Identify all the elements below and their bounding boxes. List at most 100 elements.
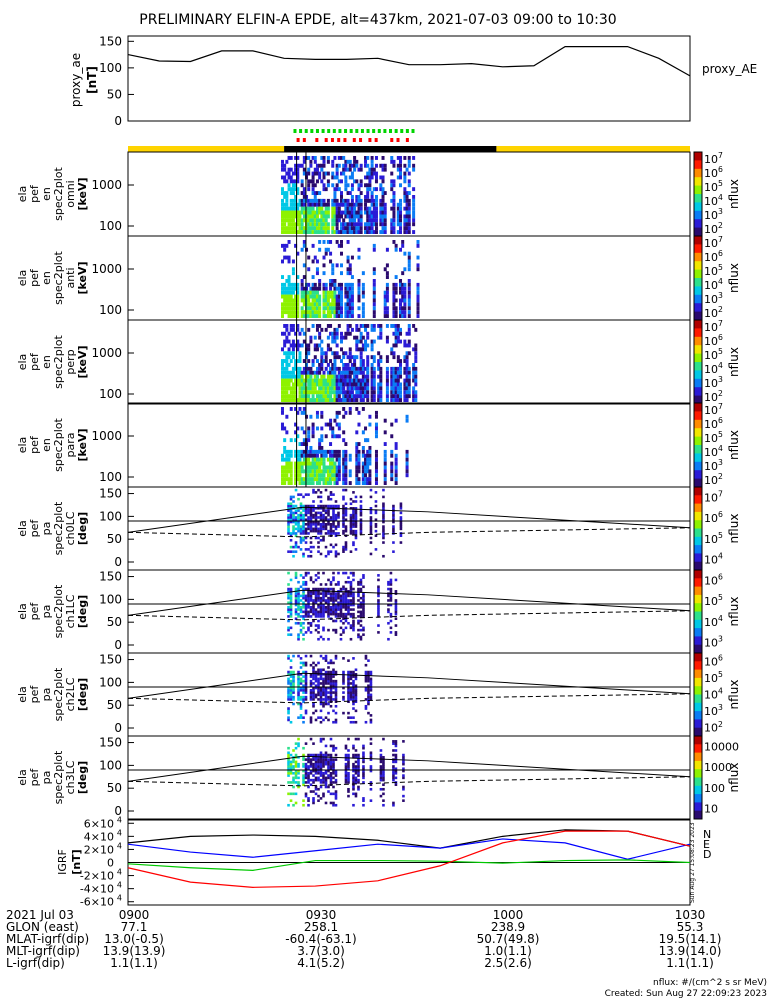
energy-cell (399, 218, 403, 223)
pitch-cell (322, 689, 325, 692)
energy-cell (318, 378, 322, 383)
pitch-cell (369, 520, 373, 524)
pitch-cell (334, 790, 338, 793)
pitch-cell (362, 615, 365, 618)
energy-cell (353, 366, 357, 371)
energy-cell (315, 382, 319, 387)
pitch-cell (334, 698, 338, 701)
energy-cell (366, 465, 370, 470)
energy-cell (346, 310, 350, 315)
energy-cell (280, 477, 284, 482)
energy-cell (344, 230, 348, 234)
energy-cell (324, 481, 328, 485)
pitch-cell (369, 714, 373, 717)
pitch-cell (382, 502, 385, 506)
energy-panel-3-colorbar-cell (694, 482, 702, 486)
pitch-panel-3-colorbar-cell (694, 789, 702, 793)
pitch-cell (317, 689, 320, 692)
energy-cell (318, 390, 322, 395)
energy-panel-3-colorbar-cell (694, 474, 702, 477)
pitch-cell (317, 587, 320, 591)
pitch-cell (307, 606, 310, 609)
pitch-cell (342, 628, 345, 632)
pitch-cell (309, 527, 313, 531)
energy-cell (318, 191, 322, 195)
pitch-cell (359, 603, 363, 607)
pitch-cell (309, 682, 313, 685)
energy-cell (361, 370, 365, 375)
energy-cell (383, 298, 387, 303)
energy-cell (291, 179, 295, 184)
energy-cell (403, 390, 407, 395)
footer-cell: 4.1(5.2) (297, 956, 345, 970)
energy-panel-1-colorbar-cell (694, 254, 702, 258)
energy-cell (353, 359, 357, 363)
energy-cell (383, 465, 387, 470)
energy-cell (324, 453, 328, 458)
energy-cell (379, 386, 383, 391)
energy-cell (372, 271, 376, 276)
energy-cell (305, 347, 309, 352)
pitch-cell (317, 684, 320, 688)
pitch-cell (334, 550, 338, 553)
pitch-cell (287, 523, 290, 526)
pitch-cell (329, 698, 333, 701)
energy-cell (350, 222, 354, 227)
pitch-cell (347, 684, 350, 688)
energy-cell (280, 370, 284, 375)
energy-cell (392, 206, 396, 211)
energy-cell (361, 366, 365, 371)
pitch-panel-0-colorbar-cell (694, 540, 702, 544)
energy-cell (357, 314, 361, 318)
energy-cell (381, 206, 385, 211)
pitch-cell (297, 606, 300, 609)
pitch-cell (294, 612, 298, 616)
pitch-cell (322, 765, 325, 768)
energy-cell (390, 477, 394, 482)
pitch-panel-0-colorbar-cell (694, 545, 702, 548)
energy-cell (313, 343, 317, 348)
sz-green-dot (344, 129, 348, 133)
energy-cell (313, 382, 317, 387)
energy-panel-3-colorbar-cell (694, 436, 702, 440)
energy-cell (326, 226, 330, 231)
pitch-cell (332, 792, 335, 796)
energy-cell (315, 366, 319, 371)
pitch-cell (287, 746, 290, 750)
pitch-cell (359, 615, 363, 618)
pitch-cell (352, 516, 355, 519)
pitch-cell (314, 693, 318, 697)
pitch-cell (394, 749, 398, 752)
pitch-cell (289, 659, 293, 662)
energy-cell (307, 465, 311, 470)
pitch-cell (342, 497, 345, 501)
energy-cell (285, 218, 289, 223)
pitch-cell (347, 594, 350, 598)
energy-cell (285, 290, 289, 295)
energy-cell (311, 282, 315, 287)
energy-cell (405, 473, 409, 478)
energy-cell (394, 481, 398, 485)
energy-cell (320, 163, 324, 168)
pitch-cell (382, 762, 385, 766)
pitch-cell (309, 758, 313, 761)
energy-cell (405, 198, 409, 203)
footer-cell: 1030 (674, 908, 706, 922)
energy-cell (300, 370, 304, 375)
energy-cell (357, 394, 361, 399)
energy-cell (326, 310, 330, 315)
pitch-cell (297, 594, 300, 598)
pitch-cell (297, 635, 300, 639)
pitch-cell (337, 608, 340, 611)
energy-cell (329, 294, 333, 299)
energy-cell (361, 477, 365, 482)
energy-cell (385, 275, 389, 279)
pitch-cell (359, 628, 363, 632)
pitch-cell (382, 772, 385, 775)
energy-cell (313, 286, 317, 291)
pitch-cell (319, 758, 323, 761)
energy-cell (405, 191, 409, 195)
energy-cell (335, 202, 339, 207)
energy-cell (291, 198, 295, 203)
